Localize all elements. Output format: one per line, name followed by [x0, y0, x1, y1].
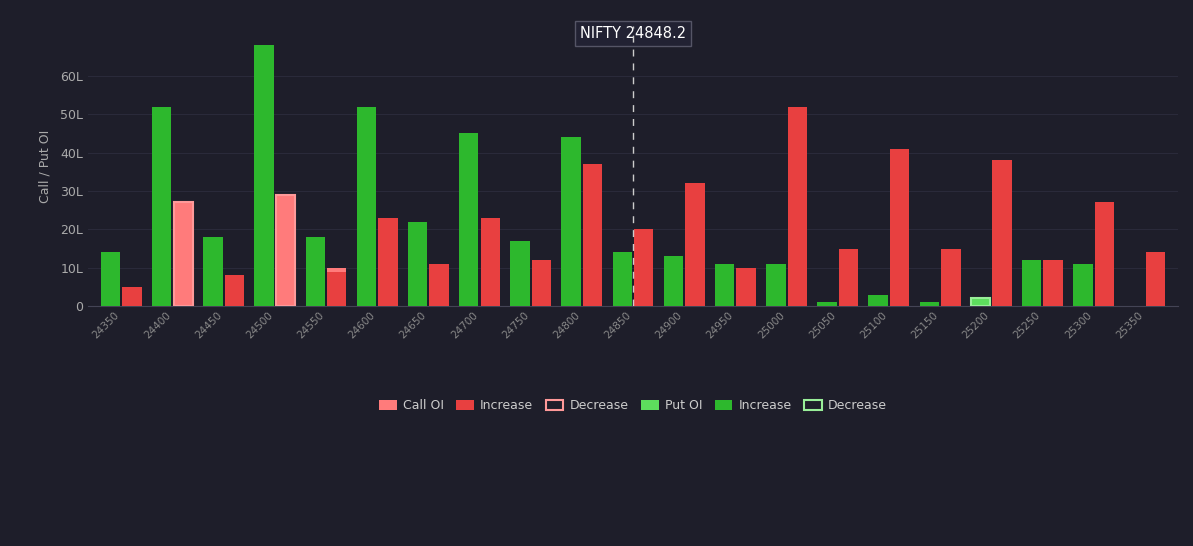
- Bar: [305, 237, 324, 306]
- Bar: [1145, 252, 1166, 306]
- Bar: [357, 106, 376, 306]
- Bar: [941, 248, 960, 306]
- Bar: [993, 160, 1012, 306]
- Bar: [254, 45, 274, 306]
- Bar: [481, 218, 500, 306]
- Bar: [1022, 260, 1041, 306]
- Bar: [459, 133, 478, 306]
- Bar: [1145, 252, 1166, 306]
- Bar: [1073, 264, 1093, 306]
- Bar: [408, 222, 427, 306]
- Bar: [685, 183, 705, 306]
- Bar: [920, 302, 939, 306]
- Y-axis label: Call / Put OI: Call / Put OI: [39, 129, 51, 203]
- Bar: [101, 252, 120, 306]
- Bar: [562, 137, 581, 306]
- Bar: [173, 203, 193, 306]
- Bar: [1095, 203, 1114, 306]
- Bar: [920, 302, 939, 306]
- Bar: [1044, 260, 1063, 306]
- Bar: [890, 149, 909, 306]
- Bar: [817, 302, 836, 306]
- Bar: [276, 195, 296, 306]
- Bar: [305, 237, 324, 306]
- Bar: [532, 260, 551, 306]
- Bar: [1095, 203, 1114, 306]
- Bar: [633, 229, 654, 306]
- Bar: [971, 299, 990, 306]
- Bar: [1073, 264, 1093, 306]
- Bar: [562, 137, 581, 306]
- Bar: [612, 252, 632, 306]
- Bar: [685, 183, 705, 306]
- Bar: [839, 248, 858, 306]
- Bar: [511, 241, 530, 306]
- Bar: [123, 287, 142, 306]
- Bar: [327, 271, 346, 306]
- Bar: [378, 218, 397, 306]
- Bar: [839, 248, 858, 306]
- Bar: [152, 106, 172, 306]
- Bar: [890, 149, 909, 306]
- Bar: [971, 299, 990, 306]
- Bar: [766, 264, 785, 306]
- Bar: [1022, 260, 1041, 306]
- Legend: Call OI, Increase, Decrease, Put OI, Increase, Decrease: Call OI, Increase, Decrease, Put OI, Inc…: [375, 395, 892, 418]
- Bar: [224, 275, 245, 306]
- Bar: [583, 164, 602, 306]
- Bar: [817, 302, 836, 306]
- Text: NIFTY 24848.2: NIFTY 24848.2: [580, 26, 686, 41]
- Bar: [459, 133, 478, 306]
- Bar: [869, 294, 888, 306]
- Bar: [1044, 260, 1063, 306]
- Bar: [173, 203, 193, 306]
- Bar: [583, 164, 602, 306]
- Bar: [993, 160, 1012, 306]
- Bar: [224, 275, 245, 306]
- Bar: [429, 264, 449, 306]
- Bar: [787, 106, 806, 306]
- Bar: [152, 106, 172, 306]
- Bar: [481, 218, 500, 306]
- Bar: [869, 294, 888, 306]
- Bar: [511, 241, 530, 306]
- Bar: [357, 106, 376, 306]
- Bar: [276, 195, 296, 306]
- Bar: [123, 287, 142, 306]
- Bar: [633, 229, 654, 306]
- Bar: [715, 264, 735, 306]
- Bar: [736, 268, 756, 306]
- Bar: [715, 264, 735, 306]
- Bar: [736, 268, 756, 306]
- Bar: [612, 252, 632, 306]
- Bar: [203, 237, 223, 306]
- Bar: [408, 222, 427, 306]
- Bar: [378, 218, 397, 306]
- Bar: [663, 256, 684, 306]
- Bar: [532, 260, 551, 306]
- Bar: [203, 237, 223, 306]
- Bar: [254, 45, 274, 306]
- Bar: [101, 252, 120, 306]
- Bar: [941, 248, 960, 306]
- Bar: [787, 106, 806, 306]
- Bar: [766, 264, 785, 306]
- Bar: [663, 256, 684, 306]
- Bar: [429, 264, 449, 306]
- Bar: [327, 268, 346, 306]
